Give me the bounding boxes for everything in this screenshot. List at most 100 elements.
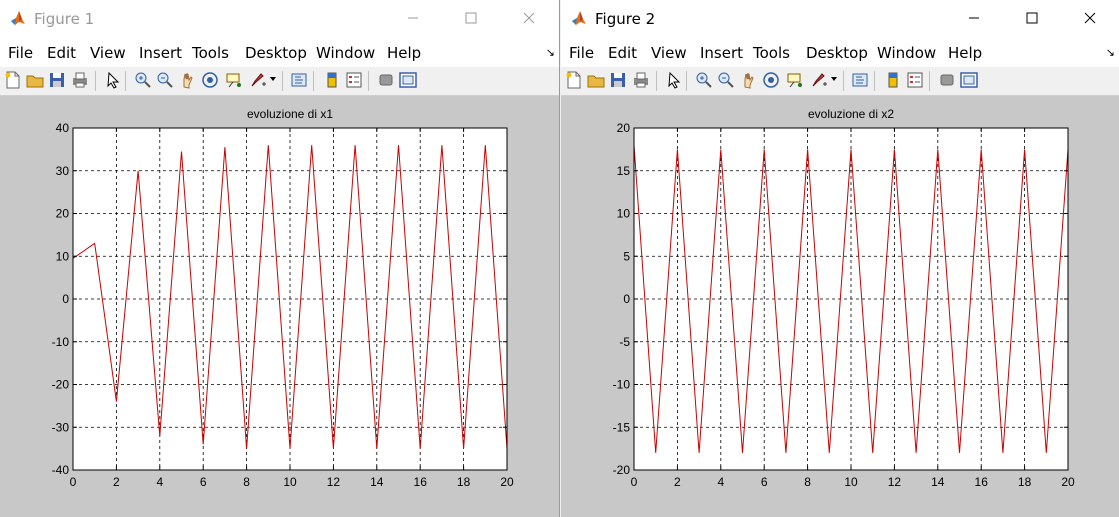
hide-plot-tools-icon[interactable] — [377, 71, 395, 89]
menu-bar: File Edit View Insert Tools Desktop Wind… — [0, 36, 559, 67]
menu-desktop[interactable]: Desktop — [806, 44, 868, 62]
y-tick-label: 0 — [62, 292, 69, 306]
show-plot-tools-icon[interactable] — [399, 71, 417, 89]
title-bar[interactable]: Figure 2 — [561, 0, 1119, 36]
maximize-icon — [465, 12, 477, 24]
window-title: Figure 2 — [595, 10, 656, 28]
matlab-icon — [572, 11, 586, 25]
link-plot-icon[interactable] — [851, 71, 869, 89]
hide-plot-tools-icon[interactable] — [938, 71, 956, 89]
x-tick-label: 12 — [327, 475, 341, 489]
menu-window[interactable]: Window — [316, 44, 376, 62]
menu-overflow-icon[interactable]: ↘ — [1105, 47, 1115, 59]
pan-icon[interactable] — [740, 71, 758, 89]
data-cursor-icon[interactable] — [786, 71, 804, 89]
toolbar-separator — [125, 71, 126, 91]
menu-file[interactable]: File — [569, 44, 595, 62]
y-tick-label: 10 — [56, 249, 70, 263]
open-file-icon[interactable] — [587, 71, 605, 89]
maximize-button[interactable] — [1009, 2, 1055, 34]
brush-dropdown-icon[interactable] — [831, 77, 837, 81]
legend-icon[interactable] — [906, 71, 924, 89]
menu-desktop[interactable]: Desktop — [245, 44, 307, 62]
print-icon[interactable] — [71, 71, 89, 89]
matlab-icon — [11, 11, 25, 25]
open-file-icon[interactable] — [26, 71, 44, 89]
colorbar-icon[interactable] — [323, 71, 341, 89]
rotate-3d-icon[interactable] — [201, 71, 219, 89]
x-tick-label: 2 — [113, 475, 120, 489]
y-tick-label: 20 — [617, 121, 631, 135]
brush-icon[interactable] — [249, 71, 267, 89]
menu-window[interactable]: Window — [877, 44, 937, 62]
close-icon — [523, 12, 535, 24]
print-icon[interactable] — [632, 71, 650, 89]
maximize-icon — [1026, 12, 1038, 24]
legend-icon[interactable] — [345, 71, 363, 89]
brush-dropdown-icon[interactable] — [270, 77, 276, 81]
figure-2-window[interactable]: Figure 2 File Edit View Insert Tools Des… — [561, 0, 1119, 517]
save-icon[interactable] — [48, 71, 66, 89]
series-line — [633, 145, 1069, 453]
menu-insert[interactable]: Insert — [700, 44, 744, 62]
y-tick-label: 15 — [617, 164, 631, 178]
plot-area[interactable]: 0 2 4 6 8 10 12 14 16 18 20 20 15 10 5 0 -5 -10 -15 -20 evol… — [561, 96, 1119, 517]
pointer-icon[interactable] — [665, 71, 683, 89]
zoom-in-icon[interactable] — [134, 71, 152, 89]
x-tick-label: 4 — [717, 475, 724, 489]
minimize-button[interactable] — [390, 2, 436, 34]
save-icon[interactable] — [609, 71, 627, 89]
x-tick-label: 18 — [1018, 475, 1032, 489]
plot-title: evoluzione di x2 — [808, 107, 894, 121]
x-tick-label: 8 — [804, 475, 811, 489]
y-tick-label: 20 — [56, 207, 70, 221]
x-tick-label: 20 — [500, 475, 514, 489]
x-tick-label: 12 — [888, 475, 902, 489]
title-bar[interactable]: Figure 1 — [0, 0, 559, 36]
menu-view[interactable]: View — [90, 44, 126, 62]
figure-1-window[interactable]: Figure 1 File Edit View Insert Tools Des… — [0, 0, 560, 517]
y-tick-label: -15 — [613, 420, 631, 434]
x-tick-label: 6 — [761, 475, 768, 489]
zoom-out-icon[interactable] — [717, 71, 735, 89]
y-tick-label: 30 — [56, 164, 70, 178]
pointer-icon[interactable] — [104, 71, 122, 89]
toolbar-separator — [656, 71, 657, 91]
brush-icon[interactable] — [810, 71, 828, 89]
menu-view[interactable]: View — [651, 44, 687, 62]
minimize-button[interactable] — [951, 2, 997, 34]
minimize-icon — [408, 17, 418, 19]
data-cursor-icon[interactable] — [225, 71, 243, 89]
zoom-in-icon[interactable] — [695, 71, 713, 89]
plot-area[interactable]: 0 2 4 6 8 10 12 14 16 18 20 40 30 20 10 0 -10 -20 -30 -40 ev… — [0, 96, 560, 517]
menu-overflow-icon[interactable]: ↘ — [545, 47, 555, 59]
menu-help[interactable]: Help — [387, 44, 422, 62]
menu-tools[interactable]: Tools — [753, 44, 790, 62]
y-tick-label: -10 — [52, 335, 70, 349]
close-button[interactable] — [1067, 2, 1113, 34]
menu-insert[interactable]: Insert — [139, 44, 183, 62]
new-figure-icon[interactable] — [565, 71, 583, 89]
menu-edit[interactable]: Edit — [47, 44, 77, 62]
menu-edit[interactable]: Edit — [608, 44, 638, 62]
link-plot-icon[interactable] — [290, 71, 308, 89]
menu-tools[interactable]: Tools — [192, 44, 229, 62]
toolbar-separator — [686, 71, 687, 91]
series-line — [72, 145, 508, 449]
menu-file[interactable]: File — [8, 44, 34, 62]
menu-help[interactable]: Help — [948, 44, 983, 62]
show-plot-tools-icon[interactable] — [960, 71, 978, 89]
x-tick-label: 10 — [283, 475, 297, 489]
colorbar-icon[interactable] — [884, 71, 902, 89]
zoom-out-icon[interactable] — [156, 71, 174, 89]
x-tick-label: 0 — [70, 475, 77, 489]
x-tick-label: 0 — [631, 475, 638, 489]
new-figure-icon[interactable] — [4, 71, 22, 89]
pan-icon[interactable] — [179, 71, 197, 89]
rotate-3d-icon[interactable] — [762, 71, 780, 89]
menu-bar: File Edit View Insert Tools Desktop Wind… — [561, 36, 1119, 67]
y-tick-label: 5 — [623, 249, 630, 263]
y-tick-label: -40 — [52, 463, 70, 477]
maximize-button[interactable] — [448, 2, 494, 34]
close-button[interactable] — [506, 2, 552, 34]
